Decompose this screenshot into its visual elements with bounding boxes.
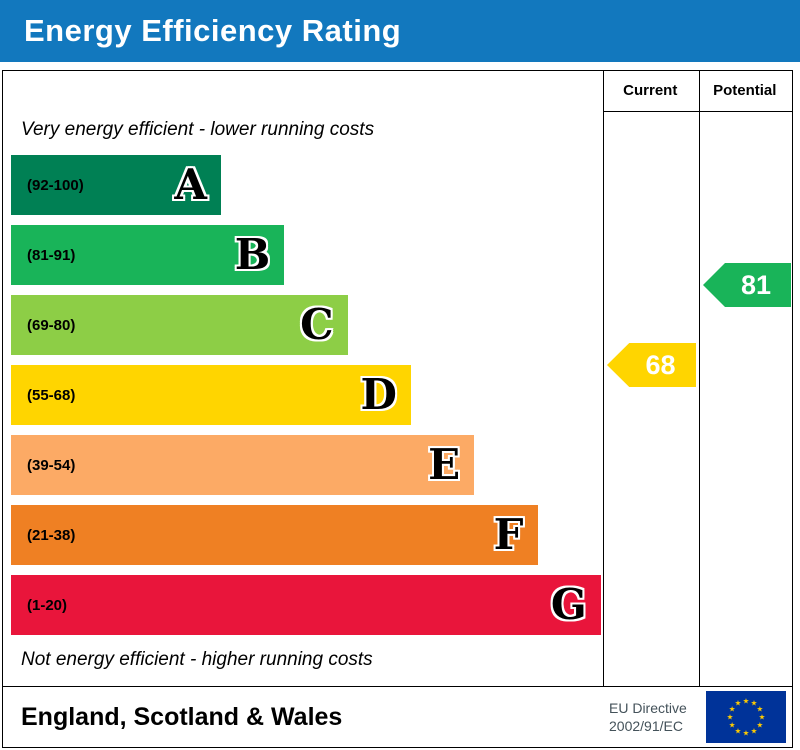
- svg-text:★: ★: [735, 726, 742, 735]
- epc-chart: Current Potential Very energy efficient …: [2, 70, 793, 748]
- page-title: Energy Efficiency Rating: [24, 13, 402, 48]
- svg-text:★: ★: [759, 713, 766, 722]
- svg-text:★: ★: [743, 729, 750, 738]
- svg-text:★: ★: [735, 699, 742, 708]
- svg-text:★: ★: [729, 705, 736, 714]
- column-header-row: Current Potential: [603, 71, 792, 112]
- band-range-label: (55-68): [27, 386, 76, 404]
- band-range-label: (1-20): [27, 596, 68, 614]
- band-row: (1-20) G: [11, 575, 601, 635]
- eu-directive-line1: EU Directive: [609, 700, 687, 716]
- footer: England, Scotland & Wales EU Directive 2…: [3, 686, 792, 747]
- band-range-label: (69-80): [27, 316, 76, 334]
- band-row: (81-91) B: [11, 225, 285, 285]
- potential-rating-value: 81: [740, 270, 772, 300]
- band-row: (69-80) C: [11, 295, 348, 355]
- title-bar: Energy Efficiency Rating: [0, 0, 800, 62]
- caption-bottom: Not energy efficient - higher running co…: [21, 649, 373, 670]
- band-letter: F: [493, 510, 524, 559]
- potential-rating-arrow: 81: [703, 263, 791, 307]
- eu-flag-icon: ★ ★ ★ ★ ★ ★ ★ ★ ★ ★ ★ ★: [706, 691, 786, 743]
- current-rating-arrow: 68: [607, 343, 696, 387]
- band-row: (39-54) E: [11, 435, 475, 495]
- band-range-label: (21-38): [27, 526, 76, 544]
- band-row: (92-100) A: [11, 155, 221, 215]
- band-range-label: (92-100): [27, 176, 84, 194]
- column-divider-potential: [699, 71, 700, 687]
- band-letter: G: [550, 580, 587, 629]
- band-range-label: (39-54): [27, 456, 76, 474]
- band-letter: E: [428, 440, 461, 489]
- band-range-label: (81-91): [27, 246, 76, 264]
- column-divider-current: [603, 71, 604, 747]
- current-rating-value: 68: [645, 350, 676, 380]
- band-bars: (92-100) A (81-91) B (69-80) C (55-68) D…: [11, 155, 601, 645]
- band-letter: B: [234, 230, 271, 279]
- svg-text:★: ★: [727, 713, 734, 722]
- eu-directive-label: EU Directive 2002/91/EC: [609, 699, 687, 735]
- svg-text:★: ★: [757, 705, 764, 714]
- svg-text:★: ★: [729, 721, 736, 730]
- band-row: (55-68) D: [11, 365, 411, 425]
- caption-top: Very energy efficient - lower running co…: [21, 119, 375, 140]
- current-column-header: Current: [623, 82, 678, 99]
- svg-text:★: ★: [751, 726, 758, 735]
- band-letter: C: [300, 300, 334, 349]
- svg-text:★: ★: [743, 697, 750, 706]
- region-label: England, Scotland & Wales: [21, 703, 343, 731]
- eu-directive-line2: 2002/91/EC: [609, 718, 683, 734]
- band-letter: A: [174, 160, 207, 209]
- svg-text:★: ★: [757, 721, 764, 730]
- band-letter: D: [360, 370, 397, 419]
- svg-text:★: ★: [751, 699, 758, 708]
- band-row: (21-38) F: [11, 505, 538, 565]
- potential-column-header: Potential: [713, 82, 777, 99]
